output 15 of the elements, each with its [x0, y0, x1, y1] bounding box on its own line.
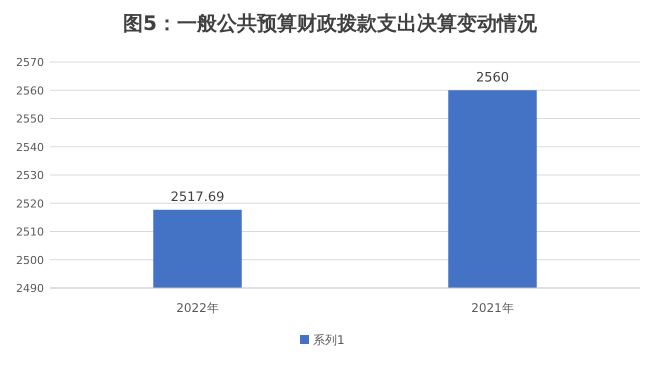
- legend-label: 系列1: [313, 333, 345, 347]
- x-tick-label: 2021年: [471, 301, 514, 315]
- y-tick-label: 2510: [16, 226, 44, 238]
- y-tick-label: 2560: [16, 84, 44, 98]
- y-tick-label: 2550: [16, 112, 44, 126]
- y-tick-label: 2540: [16, 140, 44, 154]
- chart-title: 图5：一般公共预算财政拨款支出决算变动情况: [123, 11, 538, 35]
- y-tick-label: 2520: [16, 197, 44, 210]
- y-tick-label: 2530: [16, 169, 44, 182]
- y-tick-label: 2570: [16, 56, 44, 69]
- x-tick-label: 2022年: [176, 301, 219, 315]
- y-tick-label: 2490: [16, 282, 44, 295]
- data-label: 2560: [476, 70, 510, 86]
- data-label: 2517.69: [170, 190, 224, 205]
- y-tick-label: 2500: [16, 254, 44, 267]
